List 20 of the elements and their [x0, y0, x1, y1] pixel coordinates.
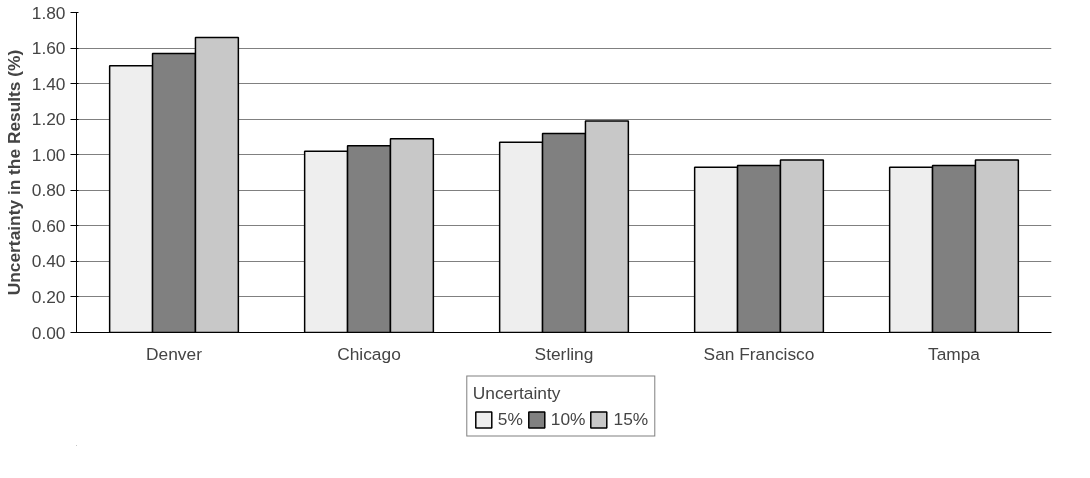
y-axis-title: Uncertainty in the Results (%)	[3, 49, 24, 296]
y-tick-label: 1.20	[31, 109, 66, 130]
x-tick-label: Chicago	[337, 343, 401, 364]
legend-label: 5%	[497, 408, 523, 430]
x-tick-label: San Francisco	[703, 343, 815, 364]
legend-title: Uncertainty	[472, 382, 562, 404]
x-tick-label: Denver	[146, 343, 203, 364]
y-tick-label: 0.60	[31, 215, 66, 236]
y-tick-label: 0.00	[31, 322, 66, 343]
y-tick-label: 0.80	[31, 180, 66, 201]
y-tick-label: 1.40	[31, 73, 66, 94]
y-tick-label: 0.20	[31, 286, 66, 307]
y-tick-label: 1.00	[31, 144, 66, 165]
legend-label: 15%	[613, 408, 649, 430]
y-tick-label: 0.40	[31, 251, 66, 272]
x-tick-label: Sterling	[534, 343, 594, 364]
y-tick-label: 1.80	[31, 2, 66, 23]
legend-label: 10%	[550, 408, 586, 430]
x-tick-label: Tampa	[928, 343, 981, 364]
y-tick-label: 1.60	[31, 38, 66, 59]
